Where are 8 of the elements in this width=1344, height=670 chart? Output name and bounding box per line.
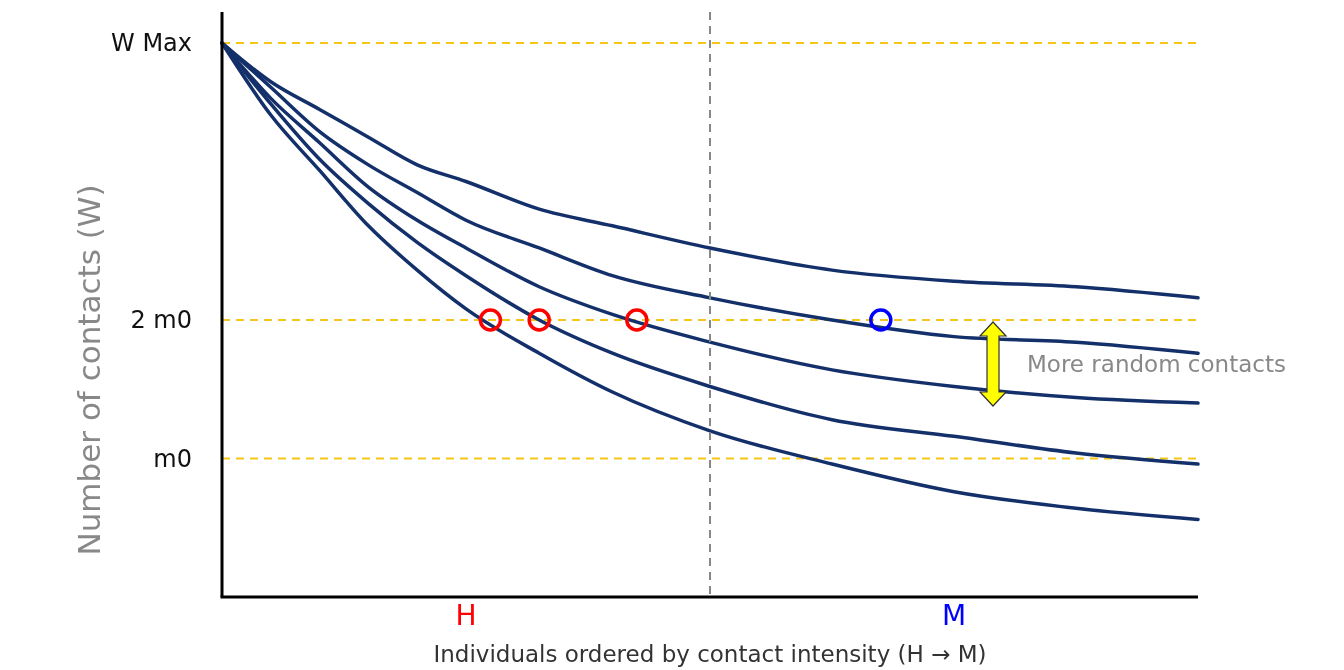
x-axis-title: Individuals ordered by contact intensity (H → M) xyxy=(433,641,987,667)
ref-line-label: m0 xyxy=(153,444,192,473)
x-tick-label: H xyxy=(455,599,477,632)
y-axis-title: Number of contacts (W) xyxy=(71,184,107,556)
ref-line-label: W Max xyxy=(111,29,192,58)
ref-line-label: 2 m0 xyxy=(130,306,192,335)
annotation: More random contacts xyxy=(1027,351,1286,378)
x-tick-label: M xyxy=(941,599,967,632)
